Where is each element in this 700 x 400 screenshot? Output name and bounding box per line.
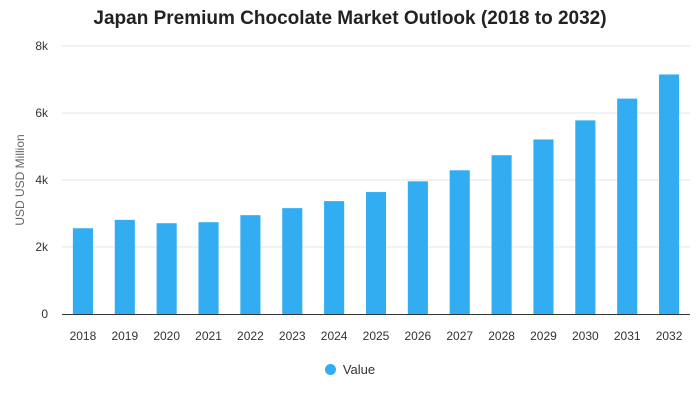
x-tick-label: 2027 [446,329,473,343]
bar-2022 [240,215,261,314]
bar-2032 [659,74,680,314]
y-axis-title: USD USD Million [13,134,27,225]
bar-2026 [407,181,428,314]
x-tick-label: 2026 [405,329,432,343]
x-tick-label: 2032 [656,329,683,343]
x-tick-label: 2021 [195,329,222,343]
x-tick-label: 2025 [363,329,390,343]
x-tick-label: 2023 [279,329,306,343]
legend-swatch [324,364,336,375]
x-tick-label: 2018 [70,329,97,343]
y-tick-label: 4k [35,173,49,187]
bar-2019 [114,219,135,314]
bar-2018 [72,228,93,314]
x-tick-label: 2028 [488,329,515,343]
bar-2028 [491,155,512,314]
x-tick-label: 2020 [153,329,180,343]
legend-item-value[interactable]: Value [324,362,376,377]
y-tick-label: 6k [35,106,49,120]
bar-2031 [617,98,638,314]
x-tick-label: 2031 [614,329,641,343]
axes: 0 2k 4k 6k 8k 2018 2019 2020 2021 2022 2023 2024 202… [35,39,690,343]
bar-2027 [449,170,470,314]
x-tick-label: 2030 [572,329,599,343]
y-tick-label: 8k [35,39,49,53]
bar-2023 [282,208,303,314]
bar-2020 [156,223,177,314]
bar-2024 [324,201,345,314]
bar-2030 [575,120,596,315]
legend: Value [0,362,700,377]
y-tick-label: 2k [35,240,49,254]
chart-title: Japan Premium Chocolate Market Outlook (… [93,8,607,29]
x-tick-label: 2019 [111,329,138,343]
x-tick-label: 2029 [530,329,557,343]
bars [72,74,680,315]
x-tick-label: 2024 [321,329,348,343]
bar-2025 [365,192,387,314]
y-tick-label: 0 [41,307,48,321]
bar-2029 [533,139,554,314]
x-tick-label: 2022 [237,329,264,343]
bar-2021 [198,222,219,314]
legend-label: Value [342,362,376,377]
